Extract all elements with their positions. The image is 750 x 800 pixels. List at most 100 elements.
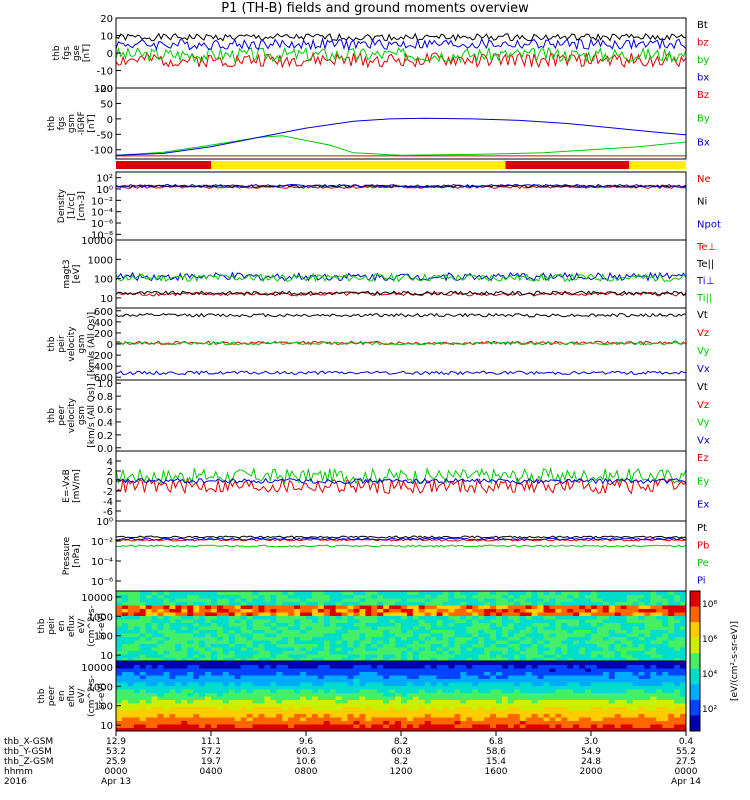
spectrogram-cell bbox=[466, 619, 473, 623]
spectrogram-cell bbox=[317, 671, 325, 676]
spectrogram-cell bbox=[234, 696, 242, 700]
spectrogram-cell bbox=[472, 629, 479, 634]
spectrogram-cell bbox=[371, 636, 378, 641]
spectrogram-cell bbox=[282, 636, 289, 641]
spectrogram-cell bbox=[543, 710, 550, 714]
spectrogram-cell bbox=[496, 671, 503, 676]
spectrogram-cell bbox=[317, 678, 325, 683]
spectrogram-cell bbox=[496, 675, 503, 679]
spectrogram-cell bbox=[311, 699, 319, 704]
y-axis-label: thb bbox=[47, 116, 57, 131]
spectrogram-cell bbox=[638, 685, 645, 690]
y-tick-label: 0 bbox=[107, 340, 113, 351]
spectrogram-cell bbox=[145, 713, 153, 718]
spectrogram-cell bbox=[252, 675, 259, 679]
spectrogram-cell bbox=[211, 685, 218, 690]
spectrogram-cell bbox=[228, 636, 236, 641]
spectrogram-cell bbox=[157, 682, 164, 686]
spectrogram-cell bbox=[596, 696, 604, 700]
spectrogram-cell bbox=[490, 643, 497, 648]
spectrogram-cell bbox=[246, 654, 254, 658]
spectrogram-cell bbox=[567, 713, 574, 718]
spectrogram-cell bbox=[448, 657, 455, 662]
spectrogram-cell bbox=[401, 594, 408, 599]
spectrogram-cell bbox=[418, 727, 426, 732]
spectrogram-cell bbox=[205, 678, 212, 683]
spectrogram-cell bbox=[472, 664, 479, 669]
spectrogram-cell bbox=[222, 699, 230, 704]
spectrogram-cell bbox=[490, 657, 497, 662]
spectrogram-cell bbox=[472, 633, 479, 637]
spectrogram-cell bbox=[561, 713, 568, 718]
spectrogram-cell bbox=[668, 675, 675, 679]
spectrogram-cell bbox=[596, 601, 604, 606]
spectrogram-cell bbox=[507, 647, 515, 651]
spectrogram-cell bbox=[466, 601, 473, 606]
spectrogram-cell bbox=[454, 633, 461, 637]
spectrogram-cell bbox=[626, 661, 634, 665]
spectrogram-cell bbox=[573, 685, 580, 690]
spectrogram-cell bbox=[365, 626, 372, 630]
spectrogram-cell bbox=[157, 696, 164, 700]
spectrogram-cell bbox=[531, 678, 539, 683]
y-axis-label: Pressure bbox=[62, 536, 72, 575]
spectrogram-cell bbox=[389, 650, 396, 655]
spectrogram-cell bbox=[169, 727, 176, 732]
spectrogram-cell bbox=[121, 661, 129, 665]
spectrogram-cell bbox=[442, 692, 449, 697]
spectrogram-cell bbox=[513, 727, 521, 732]
spectrogram-cell bbox=[496, 703, 503, 707]
spectrogram-cell bbox=[680, 727, 687, 732]
spectrogram-cell bbox=[240, 598, 248, 602]
spectrogram-cell bbox=[620, 608, 628, 613]
spectrogram-cell bbox=[430, 713, 438, 718]
spectrogram-cell bbox=[187, 724, 194, 728]
spectrogram-cell bbox=[306, 647, 313, 651]
spectrogram-cell bbox=[620, 650, 628, 655]
spectrogram-cell bbox=[216, 612, 224, 616]
spectrogram-cell bbox=[436, 657, 444, 662]
spectrogram-cell bbox=[377, 654, 384, 658]
spectrogram-cell bbox=[163, 615, 170, 620]
spectrogram-cell bbox=[270, 717, 277, 721]
spectrogram-cell bbox=[395, 675, 402, 679]
spectrogram-cell bbox=[365, 612, 372, 616]
spectrogram-cell bbox=[549, 703, 556, 707]
spectrogram-cell bbox=[567, 671, 574, 676]
spectrogram-cell bbox=[317, 727, 325, 732]
spectrogram-cell bbox=[513, 689, 521, 693]
spectrogram-cell bbox=[501, 633, 509, 637]
spectrogram-cell bbox=[252, 626, 259, 630]
spectrogram-cell bbox=[614, 710, 622, 714]
spectrogram-cell bbox=[341, 647, 349, 651]
spectrogram-cell bbox=[335, 622, 343, 627]
spectrogram-cell bbox=[306, 678, 313, 683]
spectrogram-cell bbox=[656, 685, 663, 690]
spectrogram-cell bbox=[294, 664, 301, 669]
spectrogram-cell bbox=[496, 629, 503, 634]
spectrogram-cell bbox=[116, 678, 123, 683]
spectrogram-cell bbox=[270, 710, 277, 714]
spectrogram-cell bbox=[626, 633, 634, 637]
spectrogram-cell bbox=[662, 724, 669, 728]
spectrogram-cell bbox=[199, 650, 206, 655]
spectrogram-cell bbox=[234, 682, 242, 686]
spectrogram-cell bbox=[121, 619, 129, 623]
spectrogram-cell bbox=[383, 657, 390, 662]
spectrogram-cell bbox=[680, 717, 687, 721]
spectrogram-cell bbox=[454, 643, 461, 648]
spectrogram-cell bbox=[264, 717, 271, 721]
spectrogram-cell bbox=[353, 640, 360, 644]
spectrogram-cell bbox=[490, 675, 497, 679]
spectrogram-cell bbox=[585, 629, 592, 634]
spectrogram-cell bbox=[365, 678, 372, 683]
spectrogram-cell bbox=[656, 664, 663, 669]
spectrogram-cell bbox=[228, 717, 236, 721]
spectrogram-cell bbox=[353, 682, 360, 686]
y-axis-label: eV/ bbox=[77, 688, 87, 704]
spectrogram-cell bbox=[614, 608, 622, 613]
colorbar-segment bbox=[690, 684, 700, 701]
spectrogram-cell bbox=[139, 682, 147, 686]
spectrogram-cell bbox=[573, 682, 580, 686]
spectrogram-cell bbox=[555, 612, 562, 616]
